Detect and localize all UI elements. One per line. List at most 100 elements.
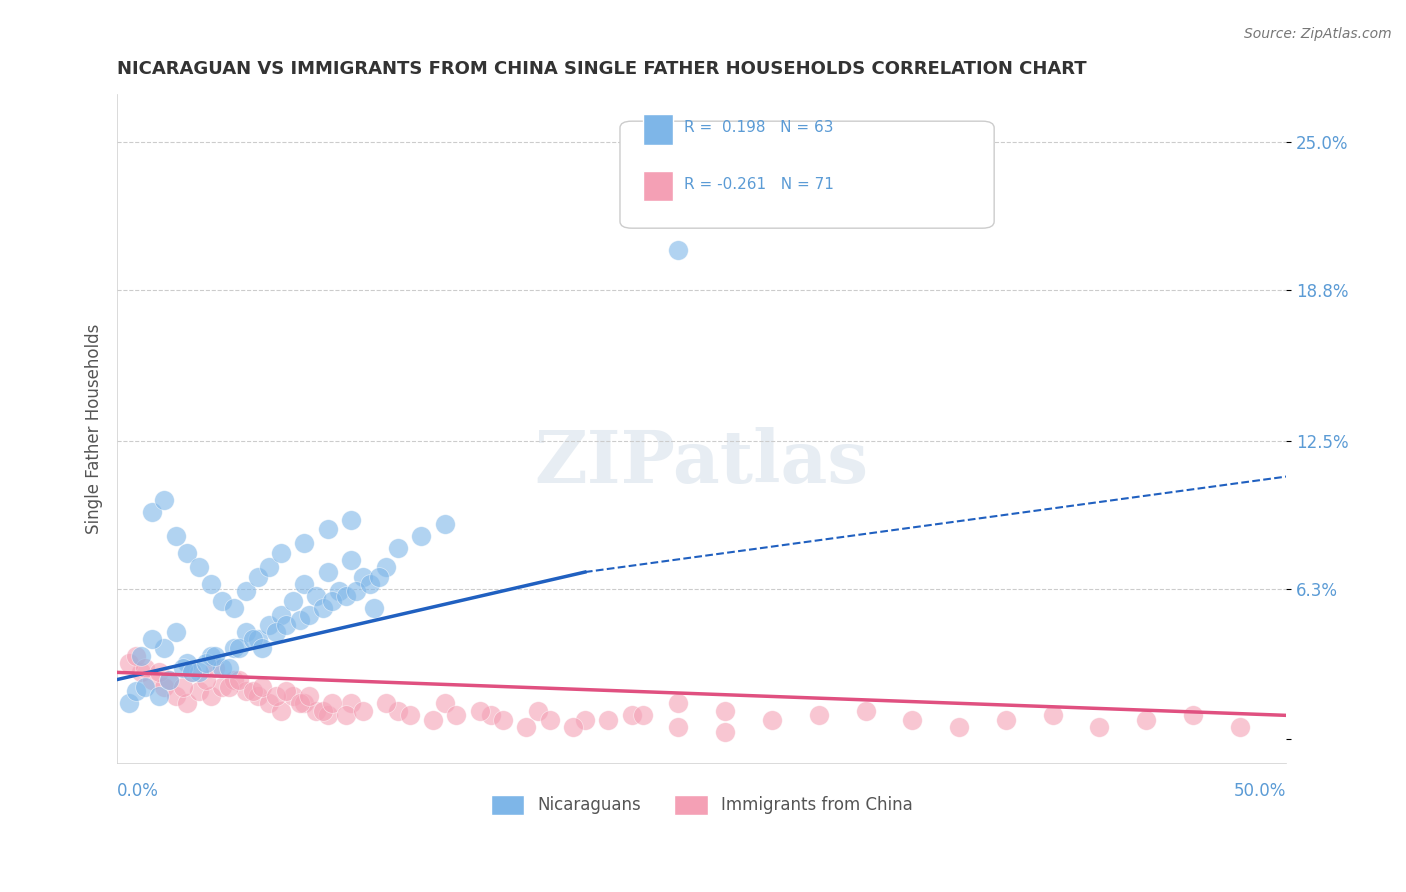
Text: 50.0%: 50.0% [1234,782,1286,800]
Point [321,593,343,607]
Point [527,704,550,718]
Point [188,665,211,680]
Point [218,680,240,694]
Point [235,584,257,599]
Point [181,665,204,680]
Point [321,697,343,711]
Point [312,600,335,615]
Point [316,522,339,536]
Point [714,725,737,739]
Point [994,713,1017,727]
Legend: Nicaraguans, Immigrants from China: Nicaraguans, Immigrants from China [484,788,920,822]
Point [200,690,222,704]
Point [211,593,233,607]
Text: R = -0.261   N = 71: R = -0.261 N = 71 [685,178,834,192]
Point [264,624,287,639]
Point [340,553,363,567]
Point [620,708,643,723]
Point [165,690,187,704]
Point [257,617,280,632]
Point [1229,720,1251,734]
Point [1181,708,1204,723]
Point [204,660,226,674]
Point [246,632,269,646]
Point [340,697,363,711]
Point [118,656,141,670]
Point [195,673,218,687]
Point [292,697,315,711]
Point [257,560,280,574]
Point [855,704,877,718]
Point [668,720,690,734]
Point [948,720,970,734]
Y-axis label: Single Father Households: Single Father Households [86,324,103,534]
Point [176,546,198,560]
Point [125,648,148,663]
Point [242,684,264,698]
Point [157,673,180,687]
Point [141,632,163,646]
Point [281,690,304,704]
Point [359,577,381,591]
Point [165,624,187,639]
Point [228,673,250,687]
Point [368,570,391,584]
Point [807,708,830,723]
Point [250,641,273,656]
Point [188,560,211,574]
Point [328,584,350,599]
Point [668,243,690,257]
Point [562,720,585,734]
Point [165,529,187,543]
Point [242,632,264,646]
Point [433,517,456,532]
Point [292,577,315,591]
Point [218,660,240,674]
Point [129,665,152,680]
Point [204,648,226,663]
Point [134,660,156,674]
Point [246,690,269,704]
Point [211,660,233,674]
Point [270,546,292,560]
Text: ZIPatlas: ZIPatlas [534,426,869,498]
Point [172,680,194,694]
Point [446,708,468,723]
Point [188,684,211,698]
Point [141,505,163,519]
Point [1042,708,1064,723]
Point [714,704,737,718]
Point [264,690,287,704]
Point [305,704,328,718]
Point [141,673,163,687]
Point [224,600,246,615]
Point [335,708,357,723]
Point [538,713,561,727]
Point [352,570,374,584]
FancyBboxPatch shape [644,114,672,145]
Point [375,697,398,711]
FancyBboxPatch shape [644,171,672,202]
Point [375,560,398,574]
Point [274,684,297,698]
Point [195,656,218,670]
Point [433,697,456,711]
Point [352,704,374,718]
Point [316,565,339,579]
Point [270,704,292,718]
Point [235,684,257,698]
Point [1135,713,1157,727]
Point [148,690,170,704]
Point [181,665,204,680]
Point [134,680,156,694]
Point [288,613,311,627]
Point [492,713,515,727]
Point [598,713,620,727]
Point [335,589,357,603]
Point [901,713,924,727]
Point [172,660,194,674]
Point [398,708,420,723]
Point [281,593,304,607]
Point [176,697,198,711]
Point [515,720,537,734]
